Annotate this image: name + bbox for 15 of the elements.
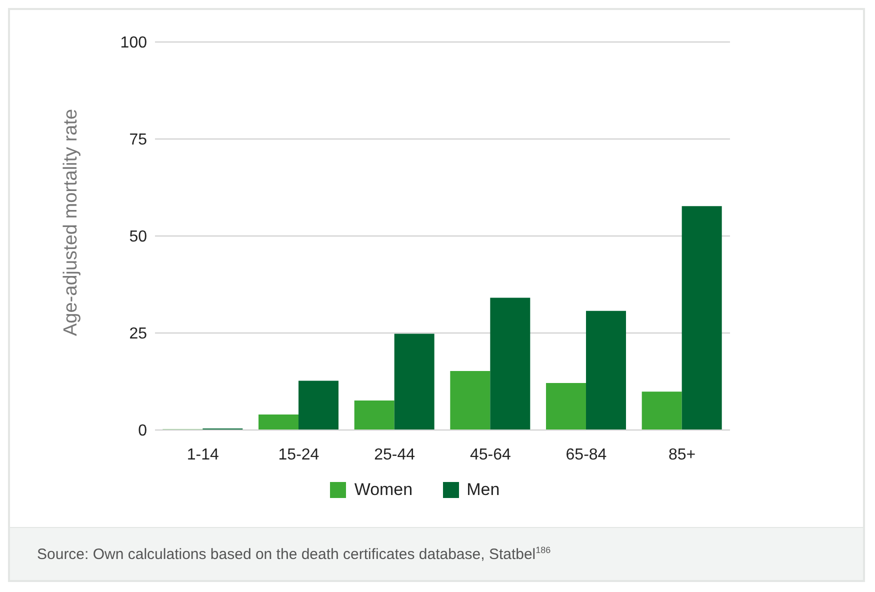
y-tick-label: 100: [120, 34, 148, 52]
y-tick-label: 75: [129, 132, 148, 149]
x-tick-label: 65-84: [566, 446, 607, 464]
y-tick-label: 0: [138, 422, 148, 440]
y-tick-label: 25: [129, 326, 148, 343]
legend-label: Women: [353, 480, 413, 500]
x-tick-label: 15-24: [278, 446, 320, 464]
x-tick-label: 25-44: [374, 446, 416, 464]
x-tick-label: 1-14: [186, 446, 220, 464]
legend-label: Men: [466, 480, 500, 500]
y-tick-label: 50: [129, 228, 148, 246]
x-tick-label: 85+: [668, 446, 696, 464]
source-note: Source: Own calculations based on the death certificates database, Statbel$^{186}$: [37, 545, 551, 563]
y-axis-title: Age-adjusted mortality rate: [60, 108, 82, 336]
x-tick-label: 45-64: [470, 446, 511, 464]
